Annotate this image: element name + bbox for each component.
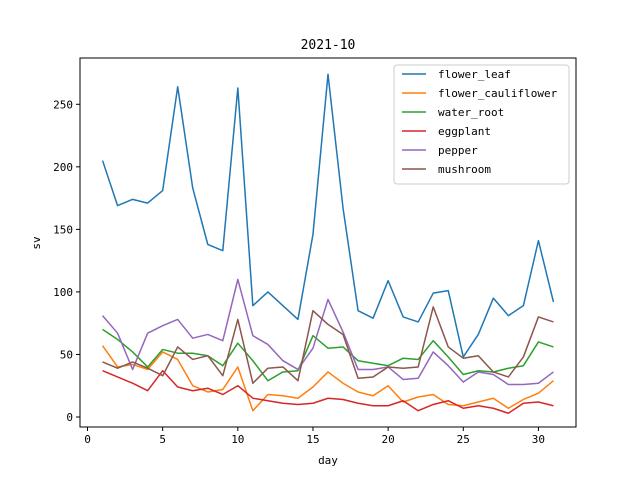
x-axis-ticks: 0 5 10 15 20 25 30 bbox=[84, 427, 545, 446]
legend: flower_leaf flower_cauliflower water_roote… bbox=[393, 64, 570, 185]
legend-label-pepper: pepper bbox=[438, 144, 478, 157]
y-tick-label: 50 bbox=[60, 348, 73, 361]
y-tick-label: 150 bbox=[53, 223, 73, 236]
x-tick-label: 5 bbox=[159, 433, 166, 446]
x-tick-label: 30 bbox=[532, 433, 545, 446]
legend-label-flower_cauliflower: flower_cauliflower bbox=[438, 87, 558, 100]
x-tick-label: 20 bbox=[381, 433, 394, 446]
y-axis-ticks: 0 50 100 150 200 250 bbox=[53, 98, 80, 424]
legend-label-water_root: water_root bbox=[438, 106, 504, 119]
legend-label-flower_leaf: flower_leaf bbox=[438, 68, 511, 81]
plot-frame bbox=[79, 57, 577, 428]
x-tick-label: 15 bbox=[306, 433, 319, 446]
x-tick-label: 0 bbox=[84, 433, 91, 446]
x-tick-label: 10 bbox=[231, 433, 244, 446]
series-line-flower_leaf bbox=[101, 73, 555, 358]
series-line-pepper bbox=[101, 278, 554, 386]
legend-box bbox=[393, 64, 570, 185]
y-tick-label: 250 bbox=[53, 98, 73, 111]
legend-label-eggplant: eggplant bbox=[438, 125, 491, 138]
series-line-mushroom bbox=[102, 306, 554, 384]
series-line-flower_cauliflower bbox=[101, 345, 554, 412]
x-axis-label: day bbox=[318, 454, 338, 467]
chart-title: 2021-10 bbox=[301, 38, 356, 53]
x-tick-label: 25 bbox=[457, 433, 470, 446]
series-line-eggplant bbox=[102, 369, 554, 414]
y-tick-label: 200 bbox=[53, 161, 73, 174]
legend-label-mushroom: mushroom bbox=[438, 163, 491, 176]
series-line-water_root bbox=[102, 328, 554, 382]
y-axis-label: sv bbox=[30, 236, 43, 250]
plot-lines bbox=[101, 73, 555, 414]
y-tick-label: 100 bbox=[53, 286, 73, 299]
y-tick-label: 0 bbox=[66, 411, 73, 424]
